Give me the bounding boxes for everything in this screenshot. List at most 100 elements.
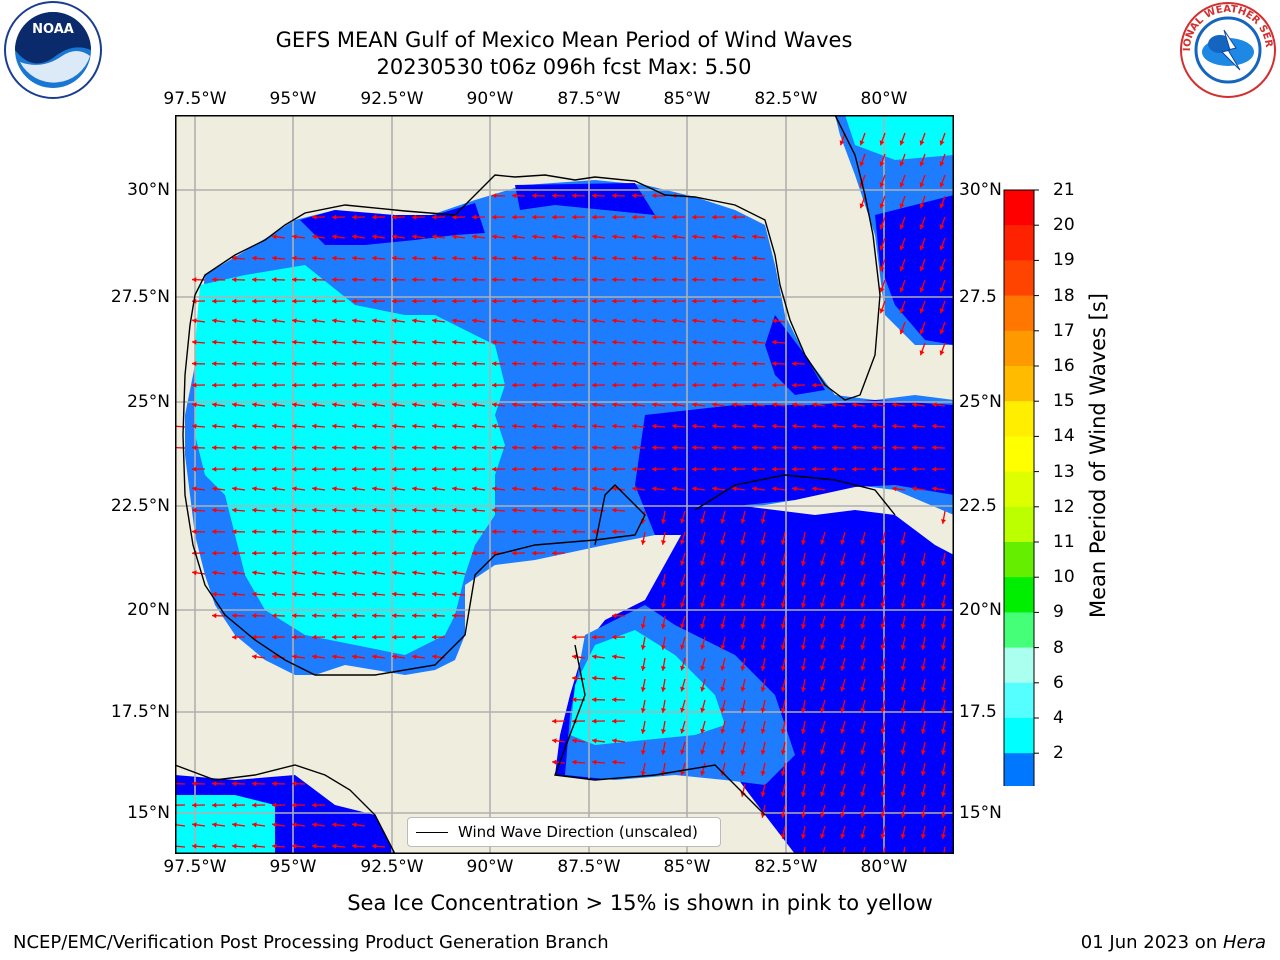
wave-direction-arrow: [591, 423, 606, 429]
wave-direction-arrow: [740, 699, 746, 713]
wave-direction-arrow: [471, 550, 486, 556]
wave-direction-arrow: [660, 636, 667, 650]
wave-direction-arrow: [820, 615, 826, 629]
wave-direction-arrow: [272, 234, 286, 240]
wave-direction-arrow: [852, 402, 866, 408]
wave-direction-arrow: [940, 636, 947, 650]
wave-direction-arrow: [940, 615, 947, 629]
wave-direction-arrow: [351, 382, 366, 388]
wave-direction-arrow: [271, 298, 286, 304]
wave-direction-arrow: [431, 382, 446, 388]
wave-direction-arrow: [371, 613, 386, 619]
wave-direction-arrow: [751, 466, 766, 472]
wave-direction-arrow: [771, 466, 786, 472]
wave-direction-arrow: [651, 423, 666, 429]
wave-direction-arrow: [879, 195, 886, 209]
wave-direction-arrow: [612, 402, 626, 408]
wave-direction-arrow: [840, 573, 846, 587]
wave-direction-arrow: [311, 298, 326, 304]
wave-direction-arrow: [859, 153, 866, 167]
colorbar-tick-label: 17: [1053, 320, 1075, 341]
wave-direction-arrow: [691, 214, 706, 220]
wave-direction-arrow: [391, 507, 406, 513]
wave-direction-arrow: [732, 318, 746, 324]
wave-direction-arrow: [431, 445, 446, 451]
wave-direction-arrow: [531, 550, 546, 556]
wave-direction-arrow: [292, 822, 306, 828]
wave-direction-arrow: [431, 466, 446, 472]
wave-direction-arrow: [191, 361, 206, 367]
wave-direction-arrow: [451, 466, 466, 472]
wave-direction-arrow: [291, 843, 306, 849]
wave-direction-arrow: [491, 445, 506, 451]
wave-direction-arrow: [920, 720, 926, 734]
wave-direction-arrow: [311, 339, 326, 345]
wave-direction-arrow: [900, 615, 906, 629]
lat-tick-left: 20°N: [127, 600, 170, 620]
wave-direction-arrow: [680, 699, 686, 713]
wave-direction-arrow: [592, 318, 606, 324]
wave-direction-arrow: [311, 550, 326, 556]
wave-direction-arrow: [311, 843, 326, 849]
wave-direction-arrow: [331, 382, 346, 388]
wave-direction-arrow: [211, 802, 226, 808]
wave-direction-arrow: [712, 318, 726, 324]
wave-direction-arrow: [511, 298, 526, 304]
wave-direction-arrow: [820, 783, 826, 797]
wave-direction-arrow: [271, 550, 286, 556]
colorbar-tick-label: 13: [1053, 461, 1075, 482]
wave-direction-arrow: [411, 255, 426, 261]
wave-direction-arrow: [880, 531, 886, 545]
wave-direction-arrow: [431, 634, 446, 640]
wave-direction-arrow: [411, 591, 426, 597]
wave-direction-arrow: [631, 255, 646, 261]
wave-direction-arrow: [831, 466, 846, 472]
wave-direction-arrow: [371, 507, 386, 513]
wave-direction-arrow: [631, 423, 646, 429]
wave-direction-arrow: [551, 193, 566, 199]
wave-direction-arrow: [291, 507, 306, 513]
wave-direction-arrow: [731, 214, 746, 220]
wave-direction-arrow: [859, 195, 866, 209]
wave-direction-arrow: [511, 361, 526, 367]
wave-direction-arrow: [672, 234, 686, 240]
wave-direction-arrow: [612, 738, 626, 744]
wave-direction-arrow: [919, 342, 926, 356]
wave-direction-arrow: [900, 699, 906, 713]
wave-direction-arrow: [271, 591, 286, 597]
wave-direction-arrow: [731, 277, 746, 283]
wave-direction-arrow: [880, 804, 886, 818]
wave-direction-arrow: [472, 486, 486, 492]
wave-direction-arrow: [591, 361, 606, 367]
wave-direction-arrow: [251, 550, 266, 556]
wave-direction-arrow: [571, 255, 586, 261]
wave-direction-arrow: [611, 718, 626, 724]
wave-direction-arrow: [900, 636, 906, 650]
lon-tick-bottom: 97.5°W: [163, 857, 227, 877]
wave-direction-arrow: [331, 507, 346, 513]
wave-direction-arrow: [451, 550, 466, 556]
wave-direction-arrow: [740, 636, 746, 650]
wave-direction-arrow: [660, 741, 667, 755]
wave-direction-arrow: [851, 423, 866, 429]
wave-direction-arrow: [651, 255, 666, 261]
wave-direction-arrow: [291, 298, 306, 304]
wave-direction-arrow: [691, 339, 706, 345]
wave-direction-arrow: [691, 255, 706, 261]
wave-direction-arrow: [820, 825, 826, 839]
wave-direction-arrow: [860, 762, 866, 776]
wave-direction-arrow: [571, 634, 586, 640]
wave-direction-arrow: [531, 193, 546, 199]
wave-direction-arrow: [212, 402, 226, 408]
wave-direction-arrow: [899, 300, 906, 314]
wave-direction-arrow: [880, 615, 886, 629]
wave-direction-arrow: [780, 762, 786, 776]
wave-direction-arrow: [231, 591, 246, 597]
wave-direction-arrow: [491, 382, 506, 388]
wave-direction-arrow: [900, 552, 906, 566]
wave-direction-arrow: [899, 174, 906, 188]
wave-direction-arrow: [451, 613, 466, 619]
wave-direction-arrow: [351, 507, 366, 513]
lon-tick-bottom: 90°W: [466, 857, 514, 877]
wave-direction-arrow: [411, 298, 426, 304]
